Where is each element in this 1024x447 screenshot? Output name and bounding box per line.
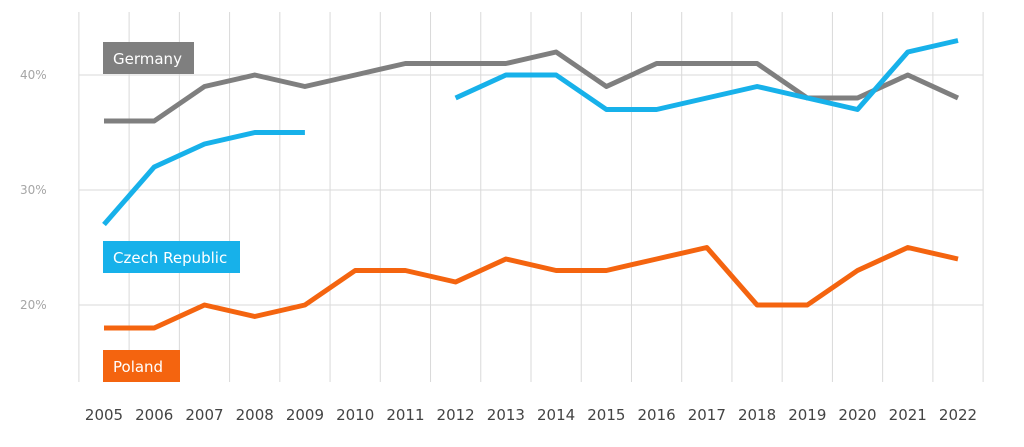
series-label-germany: Germany — [113, 50, 182, 68]
x-tick-label: 2017 — [688, 406, 726, 424]
y-tick-label: 40% — [20, 68, 47, 82]
x-tick-label: 2014 — [537, 406, 575, 424]
grid — [78, 12, 984, 382]
x-tick-label: 2008 — [236, 406, 274, 424]
y-tick-label: 30% — [20, 183, 47, 197]
series-label-box-poland — [103, 350, 180, 382]
x-tick-label: 2012 — [437, 406, 475, 424]
x-tick-label: 2016 — [637, 406, 675, 424]
series-line-poland — [104, 245, 959, 331]
x-tick-label: 2015 — [587, 406, 625, 424]
x-tick-label: 2006 — [135, 406, 173, 424]
x-tick-label: 2007 — [185, 406, 223, 424]
x-tick-label: 2013 — [487, 406, 525, 424]
x-tick-label: 2021 — [889, 406, 927, 424]
x-tick-label: 2010 — [336, 406, 374, 424]
x-tick-label: 2005 — [85, 406, 123, 424]
x-axis: 2005 2006 2007 2008 2009 2010 2011 2012 2013 2014… — [85, 406, 977, 424]
y-tick-label: 20% — [20, 298, 47, 312]
x-tick-label: 2009 — [286, 406, 324, 424]
series-line-czech-republic — [102, 130, 305, 227]
series-labels: Germany Czech Republic Poland — [103, 42, 240, 382]
series-label-box-germany — [103, 42, 194, 74]
x-tick-label: 2019 — [788, 406, 826, 424]
x-tick-label: 2011 — [386, 406, 424, 424]
series-label-czech-republic: Czech Republic — [113, 249, 227, 267]
series-label-box-czech-republic — [103, 241, 240, 273]
series-label-poland: Poland — [113, 358, 163, 376]
series-line-czech-republic — [454, 38, 959, 112]
series — [102, 38, 960, 331]
x-tick-label: 2022 — [939, 406, 977, 424]
x-tick-label: 2018 — [738, 406, 776, 424]
x-tick-label: 2020 — [838, 406, 876, 424]
y-axis: 20% 30% 40% — [20, 68, 47, 312]
